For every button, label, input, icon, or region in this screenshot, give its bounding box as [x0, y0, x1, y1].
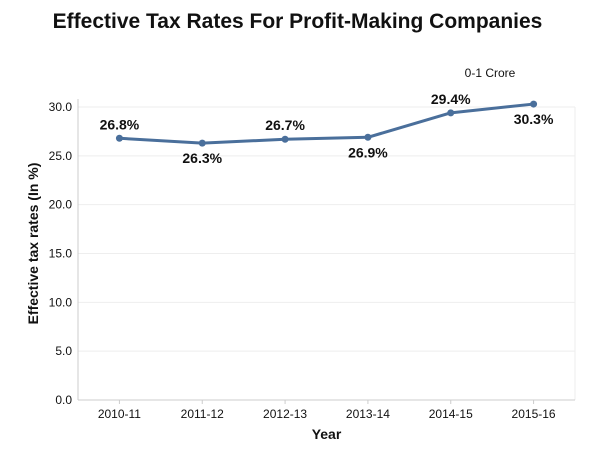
y-tick-label: 30.0 — [49, 100, 73, 114]
y-tick-label: 20.0 — [49, 198, 73, 212]
data-point — [447, 109, 455, 117]
data-point — [198, 139, 206, 147]
x-axis-label: Year — [312, 426, 342, 442]
x-tick-label: 2014-15 — [429, 407, 473, 421]
x-tick-label: 2011-12 — [181, 407, 224, 421]
data-point — [530, 100, 538, 108]
y-tick-label: 15.0 — [49, 247, 73, 261]
x-tick-label: 2010-11 — [98, 407, 141, 421]
x-tick-label: 2015-16 — [512, 407, 556, 421]
data-label: 29.4% — [431, 91, 471, 107]
y-tick-label: 5.0 — [55, 344, 72, 358]
chart-title: Effective Tax Rates For Profit-Making Co… — [52, 10, 543, 33]
data-label: 26.9% — [348, 144, 388, 160]
data-label: 26.7% — [265, 117, 305, 133]
grid-layer — [78, 106, 576, 401]
data-point — [115, 134, 123, 142]
axis-layer: Year Effective tax rates (In %) 0.0 5.0 10… — [25, 99, 575, 442]
series-line — [117, 102, 536, 145]
data-label: 26.3% — [182, 150, 222, 166]
legend-entry: 0-1 Crore — [464, 66, 516, 80]
y-tick-label: 0.0 — [55, 393, 72, 407]
series-layer: 26.8% 26.3% 26.7% 26.9% 29.4% 30.3% — [100, 91, 554, 166]
x-tick-label: 2012-13 — [263, 407, 307, 421]
data-label: 26.8% — [100, 116, 140, 132]
data-label: 30.3% — [514, 111, 554, 127]
y-axis-label: Effective tax rates (In %) — [25, 163, 41, 325]
y-tick-label: 10.0 — [49, 295, 73, 309]
x-tick-label: 2013-14 — [346, 407, 390, 421]
data-point — [364, 133, 372, 141]
data-point — [281, 135, 289, 143]
y-tick-label: 25.0 — [49, 149, 73, 163]
